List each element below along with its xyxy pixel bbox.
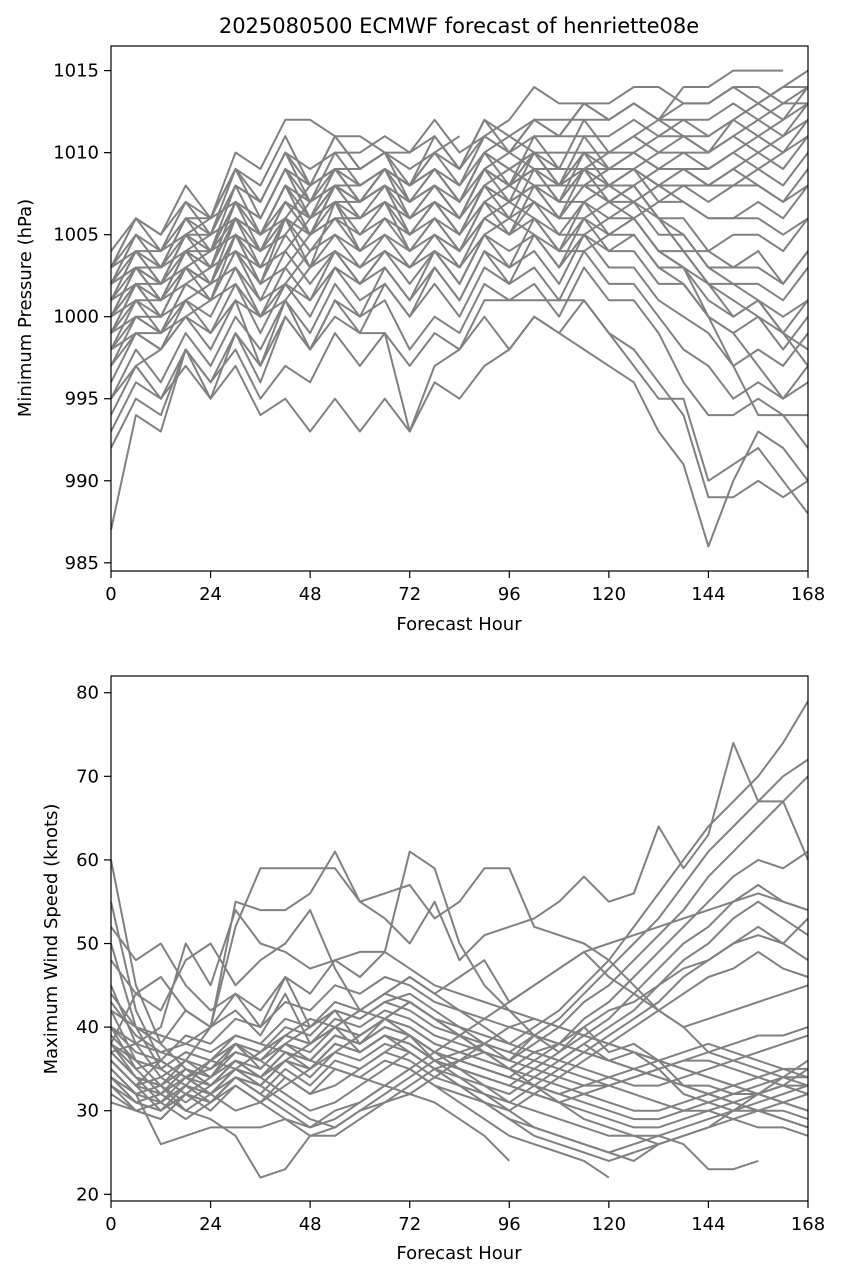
pressure-plot-frame [110, 45, 809, 572]
wind-y-tick-label: 50 [76, 934, 99, 955]
wind-y-tick-label: 40 [76, 1017, 99, 1038]
pressure-y-tick-label: 985 [65, 553, 99, 574]
pressure-y-tick-label: 1005 [53, 225, 99, 246]
pressure-member-line-5 [110, 250, 809, 400]
wind-member-line-29 [110, 1067, 610, 1179]
wind-x-tick-label: 120 [592, 1214, 626, 1235]
wind-y-tick-label: 70 [76, 766, 99, 787]
pressure-x-tick-label: 120 [592, 584, 626, 605]
pressure-x-tick-label: 48 [299, 584, 322, 605]
wind-axis-ticks: 0 24 48 72 96 120 144 168 20 30 40 50 60 70 80 [76, 683, 825, 1235]
wind-x-axis-label: Forecast Hour [396, 1243, 522, 1264]
pressure-x-axis-label: Forecast Hour [396, 614, 522, 635]
pressure-y-tick-label: 1015 [53, 61, 99, 82]
pressure-y-axis-label: Minimum Pressure (hPa) [15, 199, 36, 417]
wind-member-line-8 [110, 950, 809, 1112]
wind-x-tick-label: 48 [299, 1214, 322, 1235]
pressure-y-tick-label: 1000 [53, 307, 99, 328]
pressure-axis-ticks: 0 24 48 72 96 120 144 168 985 990 995 1000 1005 1010 1… [53, 61, 825, 605]
wind-x-tick-label: 96 [498, 1214, 521, 1235]
wind-member-line-30 [110, 1051, 660, 1162]
pressure-member-line-1 [110, 315, 809, 548]
pressure-member-line-30 [110, 217, 809, 416]
wind-x-tick-label: 0 [105, 1214, 116, 1235]
pressure-x-tick-label: 168 [791, 584, 825, 605]
pressure-x-tick-label: 24 [199, 584, 222, 605]
pressure-series-group [110, 69, 809, 548]
wind-series-group [110, 700, 809, 1179]
pressure-member-line-28 [110, 118, 809, 268]
wind-panel: 0 24 48 72 96 120 144 168 20 30 40 50 60 70 80 Forecas… [41, 675, 825, 1264]
wind-member-line-17 [110, 1009, 809, 1095]
pressure-member-line-34 [110, 69, 784, 268]
wind-y-axis-label: Maximum Wind Speed (knots) [41, 804, 62, 1075]
wind-member-line-2 [110, 758, 809, 1079]
wind-x-tick-label: 72 [398, 1214, 421, 1235]
pressure-member-line-35 [110, 135, 461, 318]
wind-y-tick-label: 60 [76, 850, 99, 871]
pressure-member-line-31 [110, 184, 809, 367]
wind-y-tick-label: 30 [76, 1101, 99, 1122]
pressure-panel: 0 24 48 72 96 120 144 168 985 990 995 1000 1005 1010 1… [15, 45, 825, 635]
wind-x-tick-label: 24 [199, 1214, 222, 1235]
pressure-x-tick-label: 72 [398, 584, 421, 605]
pressure-member-line-33 [110, 151, 809, 367]
pressure-member-line-3 [110, 299, 809, 515]
wind-member-line-27 [110, 1059, 809, 1154]
wind-member-line-23 [110, 867, 809, 1087]
wind-member-line-31 [110, 1034, 759, 1171]
wind-member-line-33 [110, 926, 809, 1121]
wind-plot-frame [110, 675, 809, 1202]
wind-member-line-34 [110, 959, 809, 1129]
wind-member-line-24 [110, 850, 809, 1112]
pressure-x-tick-label: 96 [498, 584, 521, 605]
wind-member-line-25 [110, 909, 809, 1045]
pressure-member-line-29 [110, 200, 809, 449]
chart-title: 2025080500 ECMWF forecast of henriette08… [219, 14, 699, 38]
pressure-member-line-4 [110, 266, 808, 417]
pressure-member-line-24 [110, 168, 809, 351]
wind-member-line-16 [110, 992, 809, 1087]
pressure-x-tick-label: 144 [691, 584, 725, 605]
pressure-member-line-26 [110, 151, 809, 301]
wind-y-tick-label: 80 [76, 683, 99, 704]
pressure-x-tick-label: 0 [105, 584, 116, 605]
wind-x-tick-label: 144 [691, 1214, 725, 1235]
wind-y-tick-label: 20 [76, 1184, 99, 1205]
pressure-y-tick-label: 990 [65, 471, 99, 492]
pressure-y-tick-label: 1010 [53, 143, 99, 164]
wind-member-line-10 [110, 950, 809, 1112]
wind-x-tick-label: 168 [791, 1214, 825, 1235]
wind-member-line-32 [110, 1001, 511, 1162]
wind-member-line-22 [110, 741, 809, 1062]
pressure-y-tick-label: 995 [65, 389, 99, 410]
